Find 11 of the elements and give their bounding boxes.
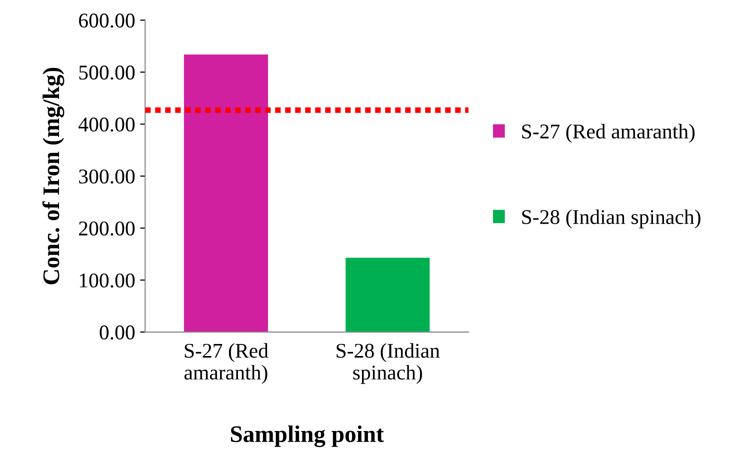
y-axis-title: Conc. of Iron (mg/kg) — [42, 68, 64, 284]
legend-label: S-27 (Red amaranth) — [522, 124, 695, 143]
x-axis-title: Sampling point — [230, 426, 384, 448]
y-tick-label: 0.00 — [100, 325, 135, 340]
y-tick-label: 300.00 — [79, 169, 135, 184]
y-tick-label: 500.00 — [79, 66, 135, 80]
y-tick-label: 600.00 — [79, 14, 135, 28]
y-tick-label: 400.00 — [78, 118, 135, 132]
y-tick-label: 200.00 — [79, 221, 135, 236]
legend-label: S-28 (Indian spinach) — [522, 209, 700, 228]
y-tick-label: 100.00 — [80, 273, 135, 288]
